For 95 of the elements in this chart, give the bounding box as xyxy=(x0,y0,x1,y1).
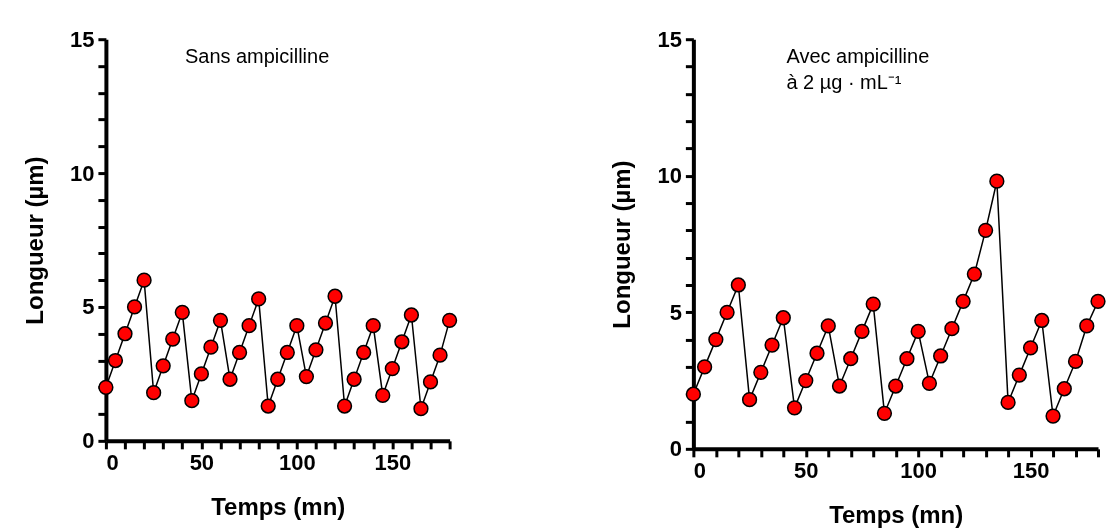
y-tick-label: 10 xyxy=(657,163,682,189)
point xyxy=(1000,394,1016,411)
point xyxy=(155,358,171,374)
point xyxy=(820,318,836,334)
point xyxy=(764,337,780,353)
point xyxy=(685,386,702,402)
point xyxy=(741,392,758,408)
point xyxy=(719,304,735,320)
point xyxy=(356,344,372,361)
point xyxy=(231,344,248,361)
x-tick-label: 100 xyxy=(900,458,937,484)
point xyxy=(1079,318,1095,334)
point xyxy=(696,359,713,375)
point xyxy=(966,266,983,282)
point xyxy=(193,366,210,382)
x-tick-label: 0 xyxy=(106,450,119,476)
point xyxy=(212,312,229,328)
x-tick-label: 100 xyxy=(279,450,316,476)
point xyxy=(831,378,848,394)
y-tick-label: 15 xyxy=(69,26,95,52)
point xyxy=(944,321,960,337)
point xyxy=(413,401,429,417)
point xyxy=(270,371,286,387)
point xyxy=(203,339,219,355)
x-tick-label: 150 xyxy=(1012,458,1050,484)
point xyxy=(126,299,143,315)
point xyxy=(107,352,124,369)
point xyxy=(327,288,343,304)
point xyxy=(1056,381,1072,397)
point xyxy=(375,387,391,403)
point xyxy=(989,173,1005,189)
point xyxy=(317,315,334,331)
point xyxy=(289,318,305,334)
point xyxy=(279,344,295,361)
point xyxy=(955,293,971,309)
y-tick-label: 5 xyxy=(669,299,682,325)
point xyxy=(251,291,267,307)
point xyxy=(1067,353,1084,370)
y-tick-label: 15 xyxy=(657,26,682,52)
point xyxy=(854,323,870,340)
annotation: Sans ampicilline xyxy=(184,45,330,68)
point xyxy=(865,296,881,312)
point xyxy=(260,398,276,414)
y-tick-label: 10 xyxy=(69,160,95,186)
point xyxy=(786,400,803,416)
point xyxy=(241,318,257,334)
point xyxy=(876,405,893,421)
point xyxy=(165,331,181,347)
point xyxy=(843,351,859,367)
point xyxy=(422,374,439,390)
point xyxy=(933,348,949,364)
point xyxy=(403,307,420,323)
point xyxy=(798,372,814,389)
y-axis-title: Longueur (µm) xyxy=(608,160,636,329)
x-tick-label: 0 xyxy=(693,458,707,484)
x-tick-label: 150 xyxy=(374,450,412,476)
point xyxy=(1034,312,1050,329)
point xyxy=(730,277,746,293)
point xyxy=(1022,340,1039,356)
point xyxy=(298,368,315,385)
x-axis-title: Temps (mn) xyxy=(211,493,346,521)
x-axis-title: Temps (mn) xyxy=(829,501,964,529)
point xyxy=(394,334,410,350)
x-tick-label: 50 xyxy=(794,458,819,484)
point xyxy=(1045,408,1061,424)
annotation: Avec ampicilline à 2 µg · mL⁻¹ xyxy=(786,45,930,94)
point xyxy=(222,371,238,387)
point xyxy=(888,378,904,394)
point xyxy=(308,342,324,358)
point xyxy=(809,345,825,361)
point xyxy=(899,351,915,367)
x-tick-label: 50 xyxy=(189,450,215,476)
point xyxy=(346,371,362,387)
point xyxy=(136,272,152,288)
point xyxy=(708,331,724,348)
point xyxy=(432,347,448,363)
point xyxy=(365,318,381,334)
point xyxy=(146,385,162,401)
point xyxy=(174,304,190,320)
point xyxy=(910,323,926,340)
point xyxy=(921,375,938,391)
point xyxy=(184,393,200,409)
point xyxy=(117,326,133,342)
point xyxy=(98,379,114,395)
point xyxy=(775,310,791,326)
point xyxy=(753,364,769,380)
y-tick-label: 5 xyxy=(82,294,95,320)
point xyxy=(1090,293,1106,309)
y-tick-label: 0 xyxy=(82,428,95,454)
y-axis-title: Longueur (µm) xyxy=(20,156,48,325)
point xyxy=(1011,367,1027,383)
point xyxy=(336,398,353,414)
point xyxy=(977,222,994,238)
point xyxy=(441,312,458,328)
point xyxy=(384,360,400,377)
